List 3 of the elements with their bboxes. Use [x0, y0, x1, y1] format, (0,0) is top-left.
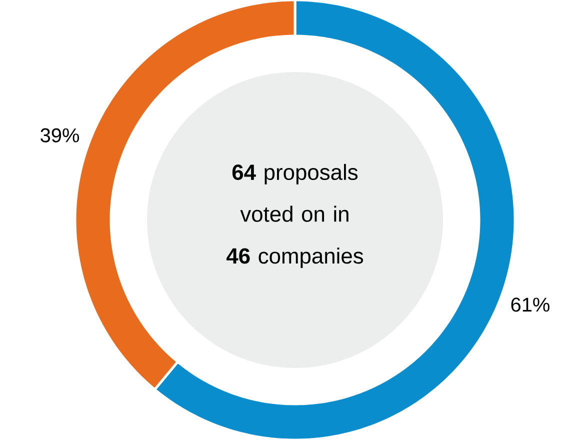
- data-label: 61%: [511, 298, 550, 312]
- data-label: 39%: [40, 128, 79, 142]
- text: 64 proposals voted on in 46 companies: [226, 164, 364, 268]
